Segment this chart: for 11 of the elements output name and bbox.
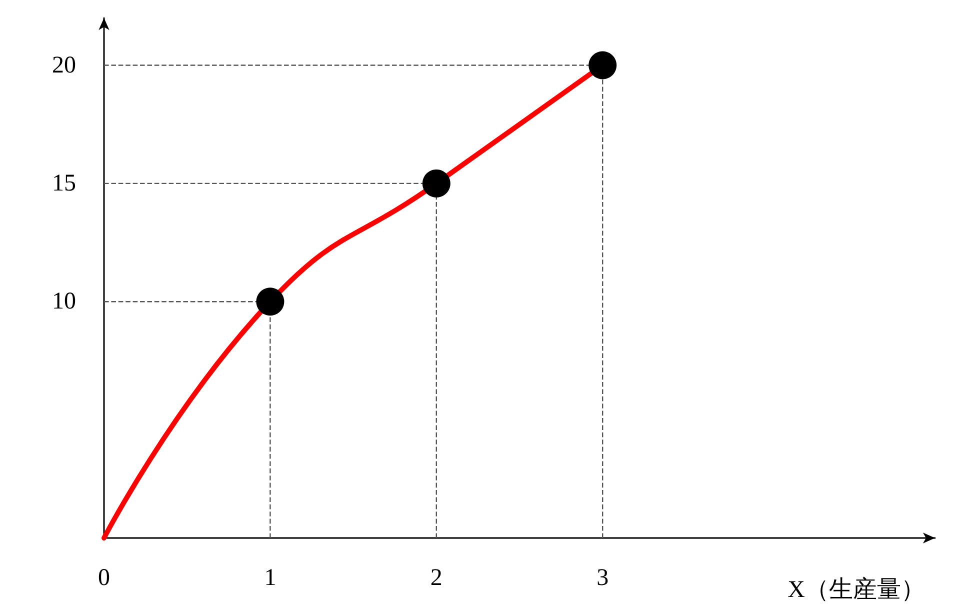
x-tick-label: 2 (430, 565, 442, 591)
y-tick-label: 10 (52, 288, 76, 315)
point (588, 51, 617, 80)
y-tick-label: 20 (52, 52, 76, 78)
x-tick-label: 1 (264, 565, 276, 591)
x-tick-label: 0 (98, 565, 110, 591)
x-axis-title: X（生産量） (788, 576, 925, 603)
point (256, 288, 284, 316)
x-tick-label: 3 (596, 565, 609, 591)
y-tick-label: 15 (52, 170, 76, 196)
point (422, 169, 450, 198)
